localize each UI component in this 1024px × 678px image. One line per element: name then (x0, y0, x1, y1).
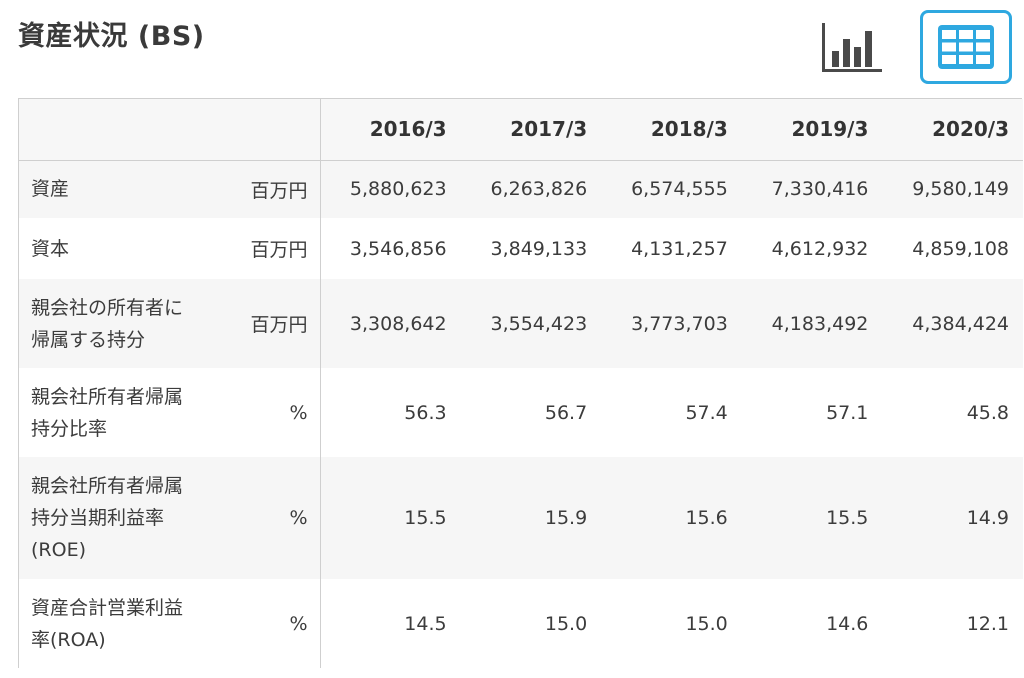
table-row: 親会社所有者帰属 持分比率 % 56.3 56.7 57.4 57.1 45.8 (19, 368, 1023, 457)
row-label-line: 帰属する持分 (31, 328, 146, 351)
header-unit-cell (233, 99, 321, 161)
row-label: 資本 (19, 218, 233, 279)
table-cell: 4,183,492 (741, 279, 883, 368)
table-cell: 15.9 (460, 457, 602, 579)
table-cell: 15.0 (460, 579, 602, 668)
table-cell: 15.6 (601, 457, 742, 579)
row-label-line: 親会社所有者帰属 (31, 475, 184, 497)
row-label-line: 資本 (31, 237, 70, 260)
row-unit: % (233, 457, 321, 579)
table-row: 親会社所有者帰属 持分当期利益率 (ROE) % 15.5 15.9 15.6 15… (19, 457, 1023, 579)
row-unit: 百万円 (233, 218, 321, 279)
row-label-line: 資産合計営業利益 (31, 596, 184, 619)
table-row: 資産合計営業利益 率(ROA) % 14.5 15.0 15.0 14.6 12.… (19, 579, 1023, 668)
table-cell: 6,263,826 (460, 160, 602, 218)
table-view-button[interactable] (920, 10, 1012, 84)
header-label-cell (19, 99, 233, 161)
table-cell: 15.0 (601, 579, 742, 668)
page-title: 資産状況 (BS) (18, 21, 205, 52)
table-header-row: 2016/3 2017/3 2018/3 2019/3 2020/3 (19, 99, 1023, 161)
table-cell: 5,880,623 (320, 160, 461, 218)
row-unit: % (233, 368, 321, 457)
table-cell: 3,554,423 (460, 279, 602, 368)
table-cell: 4,612,932 (741, 218, 883, 279)
view-toggle (812, 10, 1012, 84)
table-cell: 14.5 (320, 579, 461, 668)
table-cell: 15.5 (741, 457, 883, 579)
balance-sheet-table: 2016/3 2017/3 2018/3 2019/3 2020/3 資産 百万… (18, 98, 1023, 668)
column-header: 2020/3 (882, 99, 1023, 161)
chart-view-button[interactable] (812, 10, 892, 84)
table-cell: 3,773,703 (601, 279, 742, 368)
row-label-line: 率(ROA) (31, 628, 106, 651)
bar-chart-icon (822, 23, 882, 72)
table-cell: 56.3 (320, 368, 461, 457)
row-unit: % (233, 579, 321, 668)
column-header: 2019/3 (741, 99, 883, 161)
row-label-line: 資産 (31, 178, 70, 201)
row-label-line: (ROE) (31, 539, 86, 561)
row-label-line: 持分比率 (31, 417, 108, 440)
row-label: 親会社の所有者に 帰属する持分 (19, 279, 233, 368)
table-cell: 45.8 (882, 368, 1023, 457)
row-unit: 百万円 (233, 160, 321, 218)
table-cell: 57.1 (741, 368, 883, 457)
table-grid-icon (938, 25, 994, 69)
table-cell: 3,849,133 (460, 218, 602, 279)
row-label: 資産合計営業利益 率(ROA) (19, 579, 233, 668)
table-row: 資産 百万円 5,880,623 6,263,826 6,574,555 7,3… (19, 160, 1023, 218)
column-header: 2016/3 (320, 99, 461, 161)
table-cell: 6,574,555 (601, 160, 742, 218)
row-unit: 百万円 (233, 279, 321, 368)
row-label-line: 親会社の所有者に (31, 296, 184, 319)
table-cell: 3,546,856 (320, 218, 461, 279)
table-cell: 57.4 (601, 368, 742, 457)
row-label: 親会社所有者帰属 持分比率 (19, 368, 233, 457)
table-cell: 12.1 (882, 579, 1023, 668)
column-header: 2017/3 (460, 99, 602, 161)
row-label: 資産 (19, 160, 233, 218)
row-label: 親会社所有者帰属 持分当期利益率 (ROE) (19, 457, 233, 579)
table-cell: 3,308,642 (320, 279, 461, 368)
table-cell: 14.6 (741, 579, 883, 668)
table-cell: 15.5 (320, 457, 461, 579)
table-cell: 4,859,108 (882, 218, 1023, 279)
table-row: 資本 百万円 3,546,856 3,849,133 4,131,257 4,6… (19, 218, 1023, 279)
table-cell: 14.9 (882, 457, 1023, 579)
table-row: 親会社の所有者に 帰属する持分 百万円 3,308,642 3,554,423 3… (19, 279, 1023, 368)
table-cell: 9,580,149 (882, 160, 1023, 218)
table-cell: 4,131,257 (601, 218, 742, 279)
table-cell: 7,330,416 (741, 160, 883, 218)
row-label-line: 持分当期利益率 (31, 507, 165, 529)
column-header: 2018/3 (601, 99, 742, 161)
row-label-line: 親会社所有者帰属 (31, 385, 184, 408)
table-cell: 56.7 (460, 368, 602, 457)
table-cell: 4,384,424 (882, 279, 1023, 368)
